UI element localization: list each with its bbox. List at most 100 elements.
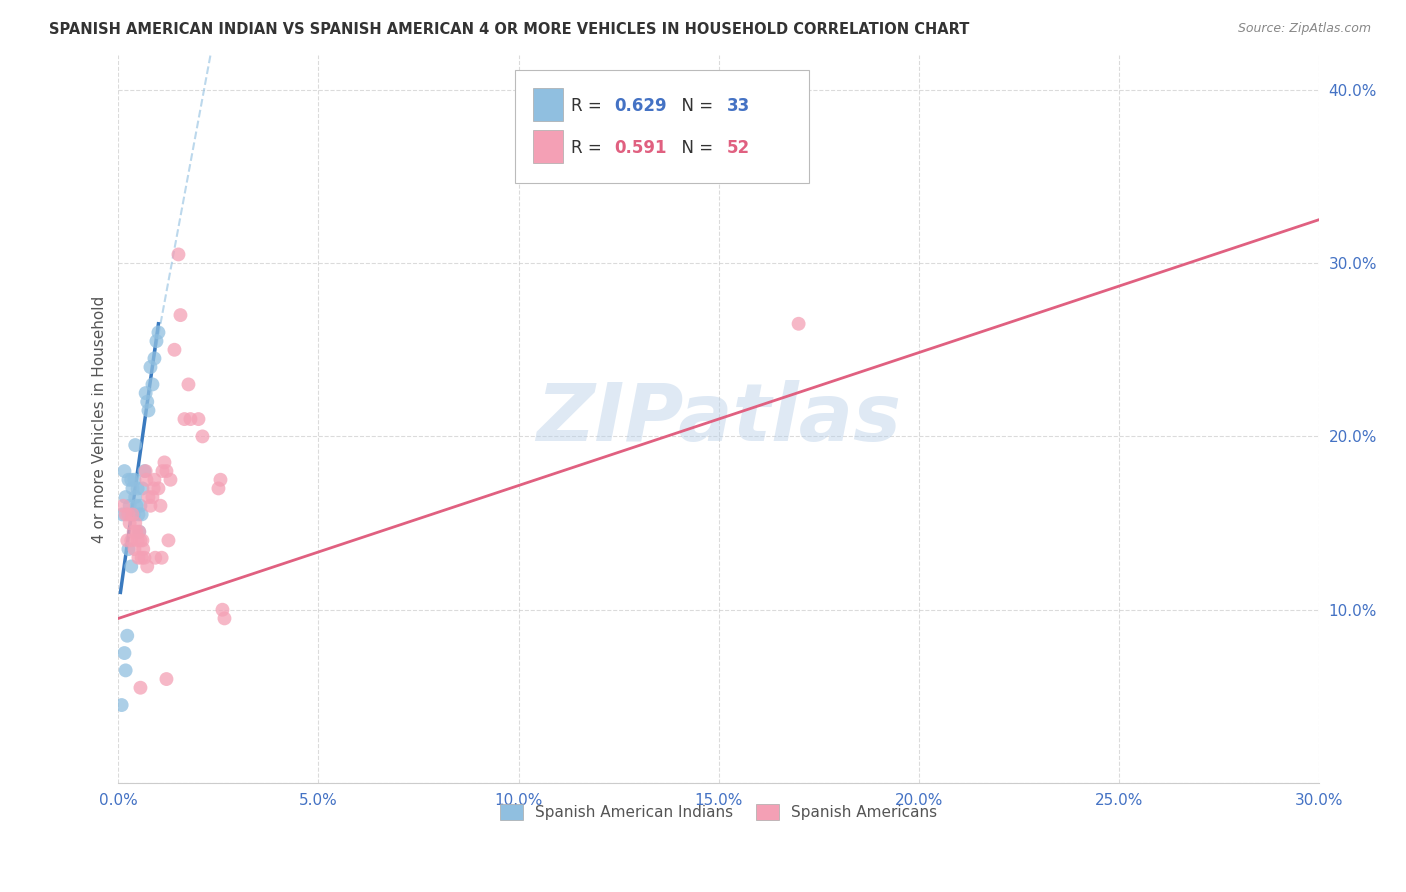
- Point: [143, 351, 166, 366]
- Point: [167, 247, 190, 261]
- Point: [187, 412, 209, 426]
- Text: N =: N =: [671, 139, 718, 157]
- Point: [131, 533, 153, 548]
- Point: [155, 672, 177, 686]
- Point: [179, 412, 201, 426]
- Point: [177, 377, 200, 392]
- Point: [134, 464, 156, 478]
- FancyBboxPatch shape: [515, 70, 808, 183]
- Text: ZIPatlas: ZIPatlas: [536, 380, 901, 458]
- Point: [143, 473, 166, 487]
- Point: [128, 524, 150, 539]
- Point: [111, 508, 134, 522]
- Text: R =: R =: [571, 97, 607, 115]
- Point: [131, 550, 153, 565]
- Point: [131, 482, 153, 496]
- Text: SPANISH AMERICAN INDIAN VS SPANISH AMERICAN 4 OR MORE VEHICLES IN HOUSEHOLD CORR: SPANISH AMERICAN INDIAN VS SPANISH AMERI…: [49, 22, 970, 37]
- Point: [135, 386, 157, 401]
- Point: [114, 490, 136, 504]
- Point: [149, 499, 172, 513]
- Text: Source: ZipAtlas.com: Source: ZipAtlas.com: [1237, 22, 1371, 36]
- Point: [125, 524, 148, 539]
- Point: [191, 429, 214, 443]
- Point: [139, 499, 162, 513]
- Point: [141, 377, 163, 392]
- Point: [128, 524, 150, 539]
- Point: [136, 394, 159, 409]
- Point: [173, 412, 195, 426]
- Point: [153, 455, 176, 469]
- Point: [127, 550, 149, 565]
- Text: 52: 52: [727, 139, 751, 157]
- Point: [121, 508, 143, 522]
- Point: [150, 550, 173, 565]
- Point: [117, 629, 139, 643]
- Point: [120, 473, 142, 487]
- Point: [114, 508, 136, 522]
- Point: [117, 473, 139, 487]
- Point: [124, 438, 146, 452]
- Point: [121, 482, 143, 496]
- Point: [131, 508, 153, 522]
- Point: [135, 473, 157, 487]
- Point: [169, 308, 191, 322]
- Point: [117, 533, 139, 548]
- Text: 0.591: 0.591: [614, 139, 666, 157]
- Point: [127, 533, 149, 548]
- Point: [148, 482, 170, 496]
- Point: [120, 533, 142, 548]
- Point: [124, 516, 146, 530]
- Point: [114, 664, 136, 678]
- Point: [787, 317, 810, 331]
- Point: [118, 516, 141, 530]
- Point: [207, 482, 229, 496]
- FancyBboxPatch shape: [533, 130, 562, 163]
- Point: [129, 681, 152, 695]
- Text: N =: N =: [671, 97, 718, 115]
- Text: 33: 33: [727, 97, 751, 115]
- Point: [122, 524, 145, 539]
- Point: [134, 550, 156, 565]
- Text: 0.629: 0.629: [614, 97, 666, 115]
- Point: [117, 508, 139, 522]
- Point: [155, 464, 177, 478]
- Point: [145, 334, 167, 348]
- Point: [142, 482, 165, 496]
- Point: [148, 326, 170, 340]
- Text: R =: R =: [571, 139, 607, 157]
- Point: [135, 464, 157, 478]
- Point: [114, 646, 136, 660]
- Point: [124, 490, 146, 504]
- Point: [163, 343, 186, 357]
- Point: [157, 533, 180, 548]
- Point: [138, 403, 160, 417]
- Point: [111, 698, 134, 712]
- Point: [124, 473, 146, 487]
- Point: [209, 473, 232, 487]
- Point: [214, 611, 236, 625]
- Point: [120, 559, 142, 574]
- Point: [141, 490, 163, 504]
- Point: [211, 603, 233, 617]
- Point: [152, 464, 174, 478]
- Point: [748, 74, 770, 88]
- Point: [125, 499, 148, 513]
- Point: [143, 550, 166, 565]
- Point: [127, 482, 149, 496]
- Point: [129, 533, 152, 548]
- Point: [114, 464, 136, 478]
- Point: [118, 499, 141, 513]
- Y-axis label: 4 or more Vehicles in Household: 4 or more Vehicles in Household: [93, 295, 107, 542]
- FancyBboxPatch shape: [533, 88, 562, 120]
- Legend: Spanish American Indians, Spanish Americans: Spanish American Indians, Spanish Americ…: [494, 798, 943, 826]
- Point: [117, 542, 139, 557]
- Point: [159, 473, 181, 487]
- Point: [112, 499, 135, 513]
- Point: [122, 508, 145, 522]
- Point: [132, 542, 155, 557]
- Point: [129, 499, 152, 513]
- Point: [138, 490, 160, 504]
- Point: [124, 542, 146, 557]
- Point: [136, 559, 159, 574]
- Point: [127, 508, 149, 522]
